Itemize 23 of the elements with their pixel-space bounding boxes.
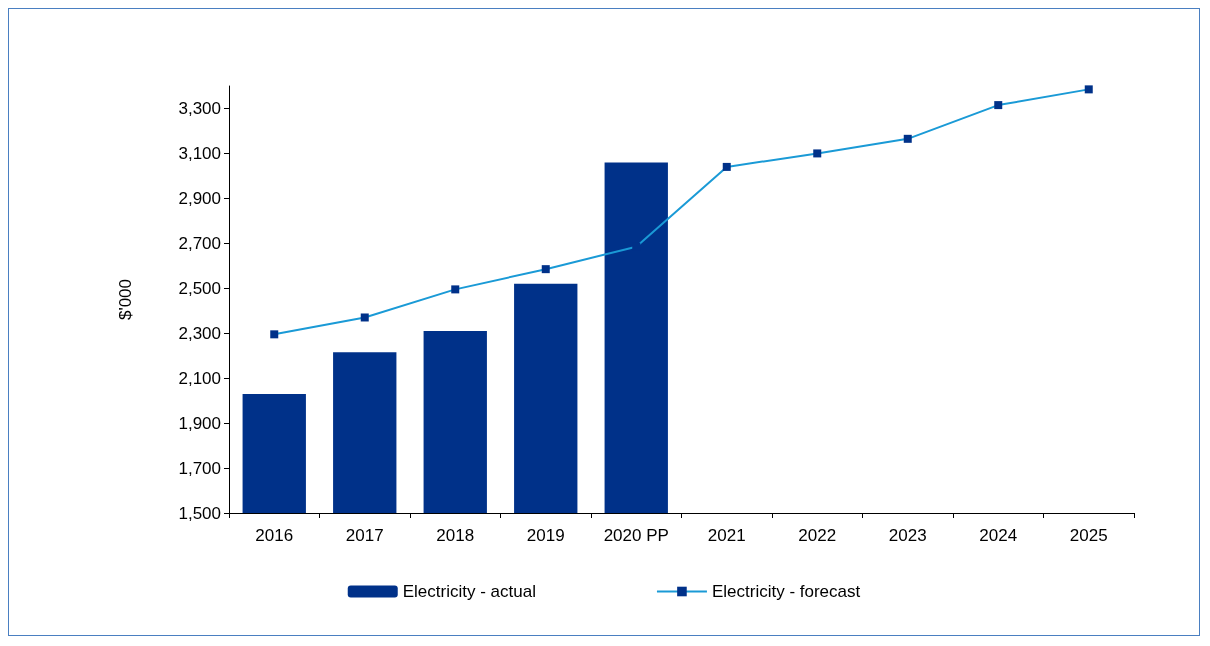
y-tick-label: 2,300	[178, 323, 221, 343]
x-tick-label: 2016	[255, 526, 294, 545]
y-tick-label: 2,700	[178, 233, 221, 253]
y-tick-label: 2,900	[178, 188, 221, 208]
x-tick-label: 2025	[1069, 526, 1108, 545]
x-tick-label: 2021	[707, 526, 746, 545]
x-tick-label: 2024	[979, 526, 1018, 545]
legend-label: Electricity - actual	[402, 582, 536, 601]
y-tick-label: 2,100	[178, 368, 221, 388]
y-axis-title: $'000	[116, 278, 135, 321]
x-tick-label: 2022	[798, 526, 837, 545]
y-tick-label: 3,100	[178, 143, 221, 163]
x-tick-label: 2023	[888, 526, 927, 545]
y-tick-label: 1,700	[178, 458, 221, 478]
y-tick-label: 2,500	[178, 278, 221, 298]
y-tick-label: 1,500	[178, 503, 221, 523]
x-tick-label: 2019	[526, 526, 565, 545]
y-tick-label: 1,900	[178, 413, 221, 433]
x-tick-label: 2020 PP	[603, 526, 669, 545]
x-tick-label: 2018	[436, 526, 475, 545]
legend-label: Electricity - forecast	[711, 582, 861, 601]
x-tick-label: 2017	[345, 526, 384, 545]
y-tick-label: 3,300	[178, 98, 221, 118]
